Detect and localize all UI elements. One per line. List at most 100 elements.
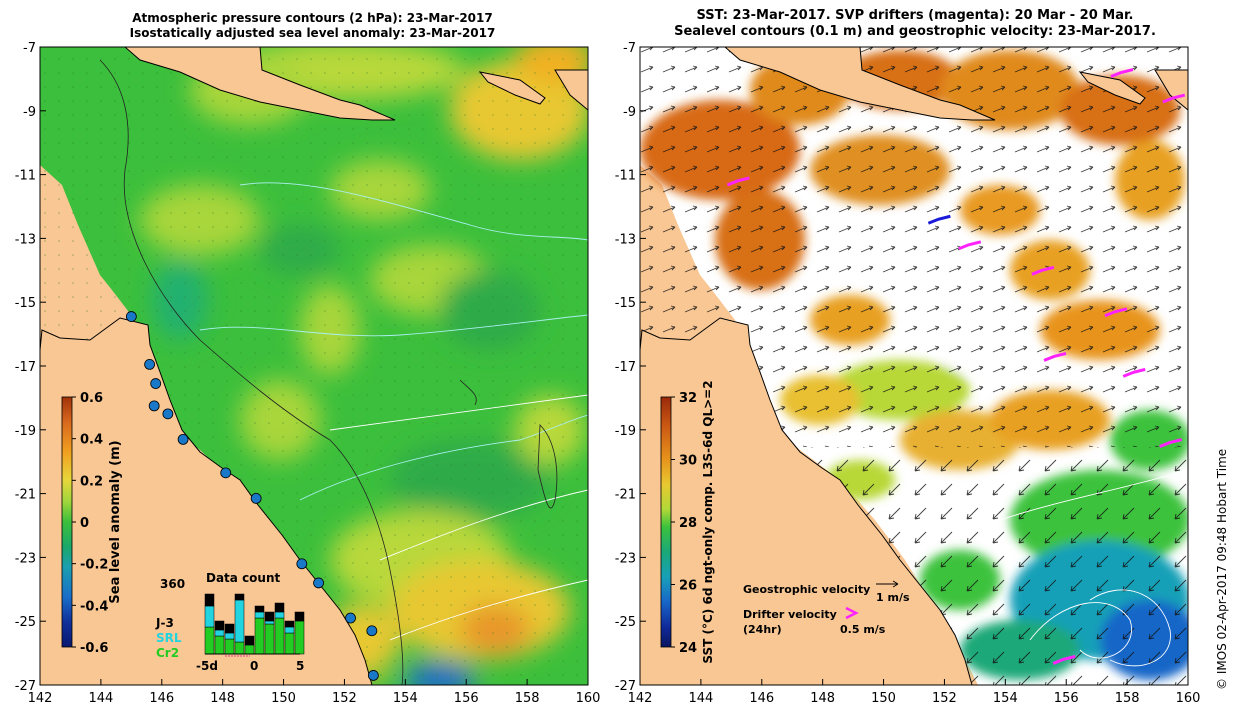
y-tick-label: -9 <box>23 105 36 120</box>
y-tick-label: -15 <box>15 296 36 311</box>
inset-bar-segment-black <box>234 593 245 601</box>
x-tick-label: 154 <box>993 691 1018 706</box>
x-tick-label: 158 <box>1115 691 1140 706</box>
sla-colorbar-ticks: 0.6 0.4 0.2 0 -0.2 -0.4 -0.6 <box>72 391 108 656</box>
inset-bar-segment-black <box>294 611 305 622</box>
x-tick-label: 156 <box>1054 691 1079 706</box>
drifter-track <box>1031 265 1055 276</box>
inset-bar-segment-green <box>294 620 305 655</box>
drifter-track <box>1110 68 1134 78</box>
tide-gauge-marker <box>148 400 160 412</box>
y-tick-label: -21 <box>615 488 636 503</box>
geostrophic-scale-arrow <box>876 580 899 588</box>
velocity-legend: Geostrophic velocity 1 m/s Drifter veloc… <box>743 580 910 636</box>
tide-gauge-marker <box>125 311 137 322</box>
inset-bar-segment-black <box>244 635 255 646</box>
y-tick-label: -9 <box>623 105 636 120</box>
inset-bar-segment-black <box>284 620 295 628</box>
inset-bar-segment-cyan <box>254 611 265 619</box>
inset-bar-segment-cyan <box>234 599 245 643</box>
sst-colorbar: 32 30 28 26 24 SST (°C) 6d ngt-only comp. L3… <box>660 380 715 664</box>
inset-legend-j3: J-3 <box>155 616 174 630</box>
tide-gauge-marker <box>296 558 308 570</box>
inset-bar-segment-black <box>254 605 265 613</box>
drifter-track <box>1162 93 1186 104</box>
drifter-scale-arrow <box>845 606 859 620</box>
inset-xtick-0: 0 <box>250 659 258 673</box>
tide-gauge-marker <box>345 612 356 624</box>
sla-colorbar: 0.6 0.4 0.2 0 -0.2 -0.4 -0.6 Sea level anomaly… <box>61 391 123 656</box>
colorbar-tick-label: 0 <box>80 516 89 531</box>
inset-bar-segment-green <box>254 617 265 655</box>
inset-bar-segment-green <box>224 638 235 655</box>
geostrophic-velocity-label: Geostrophic velocity <box>743 583 870 596</box>
colorbar-tick-label: 0.4 <box>80 433 103 448</box>
tide-gauge-marker <box>366 625 378 637</box>
right-coastline <box>640 47 1188 685</box>
right-title-line1: SST: 23-Mar-2017. SVP drifters (magenta)… <box>696 8 1134 23</box>
y-tick-label: -23 <box>15 551 36 566</box>
colorbar-tick-label: 28 <box>679 516 697 531</box>
sla-colorbar-label: Sea level anomaly (m) <box>108 440 123 603</box>
geostrophic-scale-label: 1 m/s <box>876 591 910 604</box>
left-map <box>40 47 588 685</box>
x-tick-label: 150 <box>271 691 296 706</box>
left-title-line1: Atmospheric pressure contours (2 hPa): 2… <box>132 11 493 25</box>
sealevel-contours <box>999 469 1188 667</box>
drifter-tracks <box>726 68 1186 665</box>
y-tick-label: -17 <box>615 360 636 375</box>
x-tick-label: 148 <box>810 691 835 706</box>
colorbar-tick-label: 30 <box>679 454 697 469</box>
tide-gauge-marker <box>177 433 189 445</box>
y-tick-label: -25 <box>15 615 36 630</box>
tide-gauge-marker <box>162 408 174 420</box>
x-tick-label: 154 <box>393 691 418 706</box>
y-tick-label: -19 <box>15 424 36 439</box>
y-tick-label: -17 <box>15 360 36 375</box>
inset-bar-segment-green <box>274 617 285 655</box>
colorbar-tick-label: 26 <box>679 579 697 594</box>
drifter-track <box>1052 655 1076 665</box>
inset-bar-segment-cyan <box>264 620 275 625</box>
axis-ticks: 142 144 146 148 150 152 154 156 158 160 -7 -9 -11 -13… <box>15 41 1201 706</box>
sla-colorbar-bar <box>61 396 73 648</box>
colorbar-tick-label: 24 <box>679 641 697 656</box>
y-tick-label: -13 <box>15 232 36 247</box>
drifter-track <box>1104 307 1128 318</box>
x-tick-label: 146 <box>149 691 174 706</box>
y-tick-label: -27 <box>15 679 36 694</box>
pressure-contours <box>199 182 588 501</box>
left-title-line2: Isostatically adjusted sea level anomaly… <box>129 26 496 40</box>
inset-bar-segment-cyan <box>284 626 295 634</box>
y-tick-label: -7 <box>23 41 36 56</box>
inset-bar-segment-black <box>224 623 235 634</box>
drifter-velocity-label: Drifter velocity <box>743 608 837 621</box>
isobath-contours <box>99 59 558 685</box>
inset-bars <box>204 593 305 655</box>
tide-gauge-marker <box>367 670 379 681</box>
drifter-track <box>1122 367 1146 378</box>
inset-xtick-minus5: -5d <box>196 659 218 673</box>
colorbar-tick-label: -0.6 <box>80 641 108 656</box>
right-map <box>640 47 1188 685</box>
colorbar-tick-label: 32 <box>679 391 697 406</box>
y-tick-label: -7 <box>623 41 636 56</box>
drifter-scale-label: 0.5 m/s <box>840 623 886 636</box>
colorbar-tick-label: 0.2 <box>80 474 103 489</box>
drifter-track <box>1159 438 1183 448</box>
inset-bar-segment-green <box>264 623 275 655</box>
drifter-track <box>927 214 951 225</box>
left-panel-title: Atmospheric pressure contours (2 hPa): 2… <box>40 11 585 41</box>
y-tick-label: -11 <box>15 169 36 184</box>
y-tick-label: -11 <box>615 169 636 184</box>
inset-bar-segment-green <box>204 626 215 655</box>
y-tick-label: -15 <box>615 296 636 311</box>
colorbar-tick-label: -0.4 <box>80 599 108 614</box>
inset-max-label: 360 <box>160 577 185 591</box>
inset-bar-segment-black <box>274 602 285 613</box>
x-tick-label: 152 <box>932 691 957 706</box>
colorbar-tick-label: 0.6 <box>80 391 103 406</box>
inset-bar-segment-cyan <box>274 611 285 619</box>
inset-xtick-5: 5 <box>296 659 304 673</box>
